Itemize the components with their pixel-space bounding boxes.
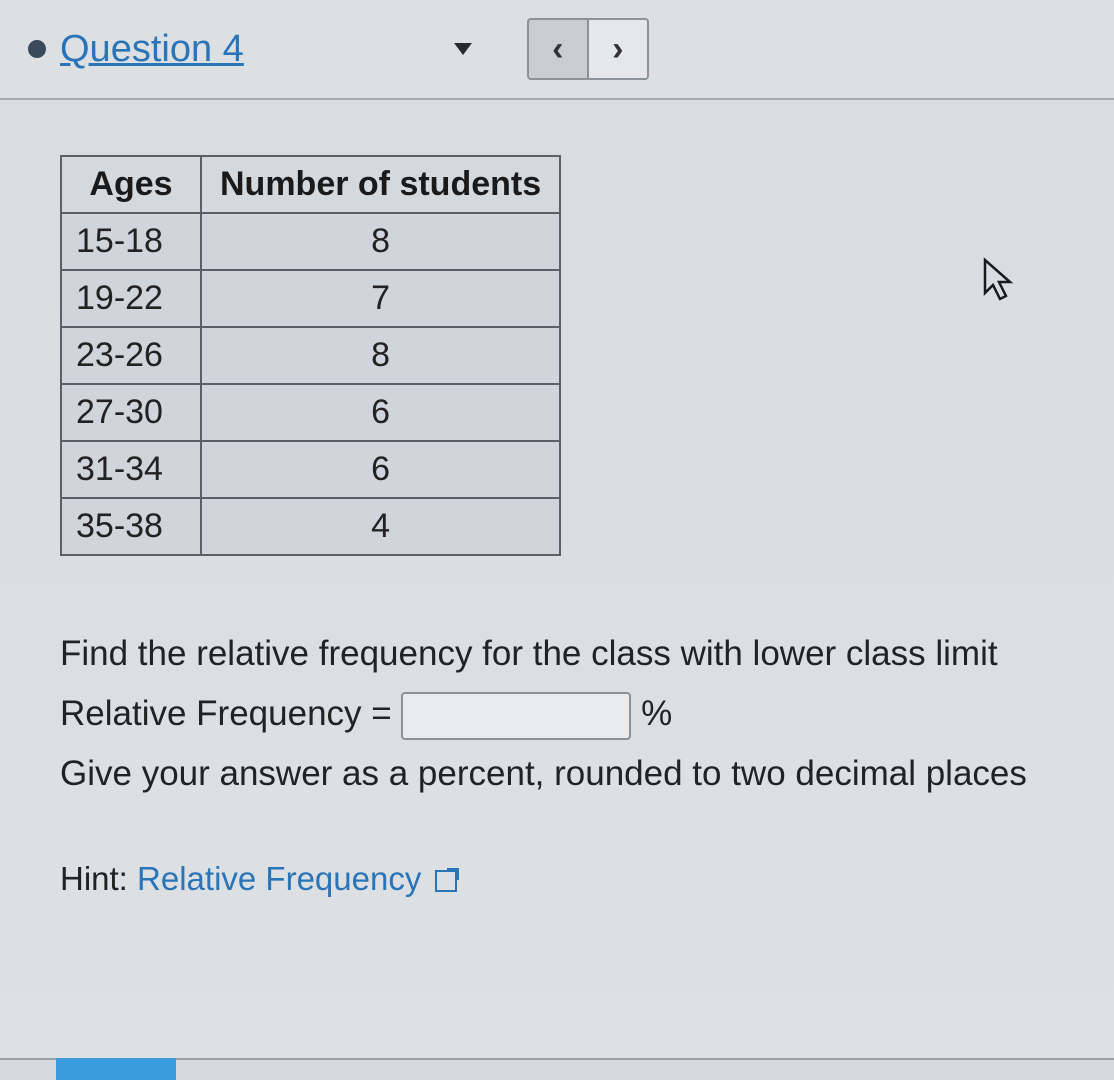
hint-section: Hint: Relative Frequency xyxy=(60,860,1054,898)
cell-ages: 27-30 xyxy=(61,384,201,441)
cell-ages: 35-38 xyxy=(61,498,201,555)
prompt-line-2: Relative Frequency = % xyxy=(60,686,1054,742)
relative-frequency-input[interactable] xyxy=(401,692,631,740)
cell-ages: 23-26 xyxy=(61,327,201,384)
table-row: 23-26 8 xyxy=(61,327,560,384)
question-prompt: Find the relative frequency for the clas… xyxy=(60,626,1054,802)
table-row: 15-18 8 xyxy=(61,213,560,270)
next-question-button[interactable]: › xyxy=(587,18,649,80)
status-bullet-icon xyxy=(28,40,46,58)
hint-link-text: Relative Frequency xyxy=(137,860,421,897)
prev-question-button[interactable]: ‹ xyxy=(527,18,589,80)
ages-frequency-table: Ages Number of students 15-18 8 19-22 7 … xyxy=(60,155,561,556)
table-header-row: Ages Number of students xyxy=(61,156,560,213)
unit-label: % xyxy=(641,694,672,733)
hint-link[interactable]: Relative Frequency xyxy=(137,860,456,897)
table-row: 35-38 4 xyxy=(61,498,560,555)
cell-count: 4 xyxy=(201,498,560,555)
table-row: 27-30 6 xyxy=(61,384,560,441)
prompt-line-3: Give your answer as a percent, rounded t… xyxy=(60,746,1054,802)
cell-count: 8 xyxy=(201,213,560,270)
cell-count: 6 xyxy=(201,384,560,441)
cell-count: 7 xyxy=(201,270,560,327)
mouse-cursor-icon xyxy=(980,255,1020,305)
hint-label: Hint: xyxy=(60,860,128,897)
col-header-students: Number of students xyxy=(201,156,560,213)
table-row: 31-34 6 xyxy=(61,441,560,498)
prompt-line-1: Find the relative frequency for the clas… xyxy=(60,626,1054,682)
nav-buttons: ‹ › xyxy=(527,18,649,80)
cell-count: 6 xyxy=(201,441,560,498)
question-title-link[interactable]: Question 4 xyxy=(60,28,244,71)
question-content: Ages Number of students 15-18 8 19-22 7 … xyxy=(0,100,1114,928)
question-toolbar: Question 4 ‹ › xyxy=(0,0,1114,100)
submit-button-stub[interactable] xyxy=(56,1058,176,1080)
cell-count: 8 xyxy=(201,327,560,384)
table-row: 19-22 7 xyxy=(61,270,560,327)
question-dropdown-caret-icon[interactable] xyxy=(454,43,472,55)
cell-ages: 15-18 xyxy=(61,213,201,270)
answer-label: Relative Frequency = xyxy=(60,694,401,733)
cell-ages: 19-22 xyxy=(61,270,201,327)
external-link-icon xyxy=(435,870,457,892)
col-header-ages: Ages xyxy=(61,156,201,213)
cell-ages: 31-34 xyxy=(61,441,201,498)
